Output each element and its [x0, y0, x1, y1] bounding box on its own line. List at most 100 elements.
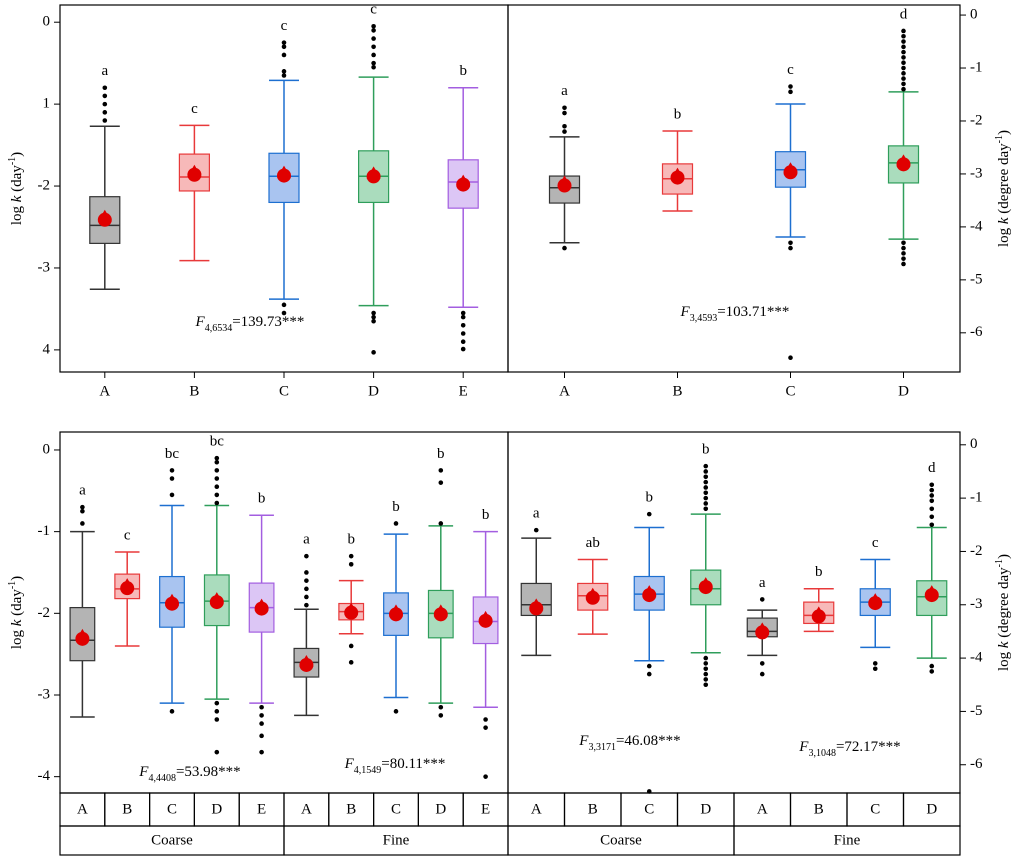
- y-axis-label-part: ): [996, 130, 1012, 135]
- significance-letter: b: [392, 499, 400, 515]
- f-statistic-part: 4,4408: [148, 773, 176, 784]
- x-tick-label: B: [672, 383, 682, 399]
- f-statistic-part: 4,1549: [354, 765, 382, 776]
- y-tick-label: -6: [970, 756, 983, 772]
- outlier: [901, 251, 906, 256]
- x-tick-label: C: [644, 801, 654, 817]
- significance-letter: c: [370, 2, 377, 18]
- outlier: [214, 700, 220, 706]
- x-tick-label: C: [785, 383, 795, 399]
- x-tick-label: B: [189, 383, 199, 399]
- mean-marker: [75, 628, 90, 641]
- f-statistic: F3,1048=72.17***: [798, 739, 900, 758]
- outlier: [371, 52, 376, 58]
- outlier: [703, 682, 709, 688]
- mean-marker: [811, 606, 826, 619]
- outlier: [214, 500, 220, 506]
- y-axis-label-part: -1: [994, 135, 1005, 143]
- x-tick-label: A: [77, 801, 88, 817]
- outlier: [703, 671, 709, 677]
- outlier: [646, 671, 652, 677]
- outlier: [371, 36, 376, 41]
- y-axis-label: log k (day-1): [7, 576, 26, 649]
- outlier: [901, 65, 906, 71]
- outlier: [348, 643, 354, 649]
- f-statistic-part: F: [680, 304, 691, 320]
- outlier: [901, 44, 906, 50]
- outlier: [901, 76, 906, 81]
- outlier: [901, 55, 906, 60]
- outlier: [901, 28, 906, 34]
- outlier: [703, 485, 709, 490]
- y-axis-label-part: k: [9, 619, 25, 626]
- f-statistic-part: =72.17***: [836, 739, 901, 755]
- outlier: [259, 721, 264, 726]
- outlier: [214, 749, 220, 755]
- outlier: [788, 84, 793, 89]
- f-statistic: F4,4408=53.98***: [138, 764, 240, 783]
- y-tick-label: -4: [970, 650, 983, 666]
- f-statistic-part: =46.08***: [616, 733, 681, 749]
- outlier: [371, 44, 376, 50]
- outlier: [460, 331, 466, 336]
- y-axis-label-part: -1: [7, 581, 18, 589]
- outlier: [393, 521, 399, 526]
- significance-letter: a: [533, 506, 540, 522]
- x-tick-label: D: [700, 801, 711, 817]
- x-tick-label: D: [435, 801, 446, 817]
- y-axis-label-part: log: [996, 648, 1012, 671]
- y-tick-label: -6: [970, 324, 983, 340]
- f-statistic-part: 3,1048: [808, 748, 836, 759]
- mean-marker: [478, 610, 493, 623]
- outlier: [788, 355, 793, 361]
- outlier: [214, 709, 220, 714]
- outlier: [438, 468, 444, 473]
- outlier: [703, 501, 709, 506]
- mean-marker: [896, 154, 911, 167]
- outlier: [214, 455, 220, 461]
- f-statistic-part: 3,3171: [588, 742, 616, 753]
- f-statistic: F3,4593=103.71***: [680, 304, 790, 323]
- outlier: [759, 597, 765, 602]
- outlier: [929, 506, 935, 512]
- outlier: [304, 602, 309, 608]
- outlier: [759, 671, 765, 677]
- y-axis-label-part: log: [9, 202, 25, 225]
- f-statistic: F3,3171=46.08***: [578, 733, 680, 752]
- significance-letter: b: [347, 532, 355, 548]
- outlier: [483, 774, 488, 779]
- outlier: [703, 474, 709, 480]
- outlier: [281, 69, 287, 74]
- group-label: Fine: [834, 832, 861, 848]
- y-axis-label-part: -1: [994, 559, 1005, 567]
- y-tick-label: -2: [38, 177, 51, 193]
- y-tick-label: -5: [970, 703, 983, 719]
- y-tick-label: 0: [970, 436, 978, 452]
- outlier: [80, 504, 85, 510]
- outlier: [562, 129, 567, 134]
- outlier: [214, 484, 220, 490]
- significance-letter: c: [124, 527, 131, 543]
- outlier: [102, 110, 108, 115]
- y-axis-label-part: k: [996, 641, 1012, 648]
- outlier: [703, 469, 709, 474]
- y-tick-label: -1: [970, 490, 983, 506]
- outlier: [371, 28, 376, 33]
- outlier: [348, 553, 354, 559]
- outlier: [646, 511, 652, 517]
- x-tick-label: B: [588, 801, 598, 817]
- mean-marker: [209, 592, 224, 605]
- outlier: [214, 492, 220, 498]
- outlier: [533, 527, 539, 533]
- f-statistic: F4,6534=139.73***: [195, 314, 305, 333]
- y-tick-label: 0: [970, 6, 978, 22]
- outlier: [80, 508, 85, 514]
- y-tick-label: -3: [970, 596, 983, 612]
- y-axis-label-part: ): [9, 576, 25, 581]
- outlier: [703, 666, 709, 672]
- x-tick-label: D: [368, 383, 379, 399]
- mean-marker: [299, 654, 314, 667]
- x-tick-label: D: [211, 801, 222, 817]
- outlier: [929, 498, 935, 504]
